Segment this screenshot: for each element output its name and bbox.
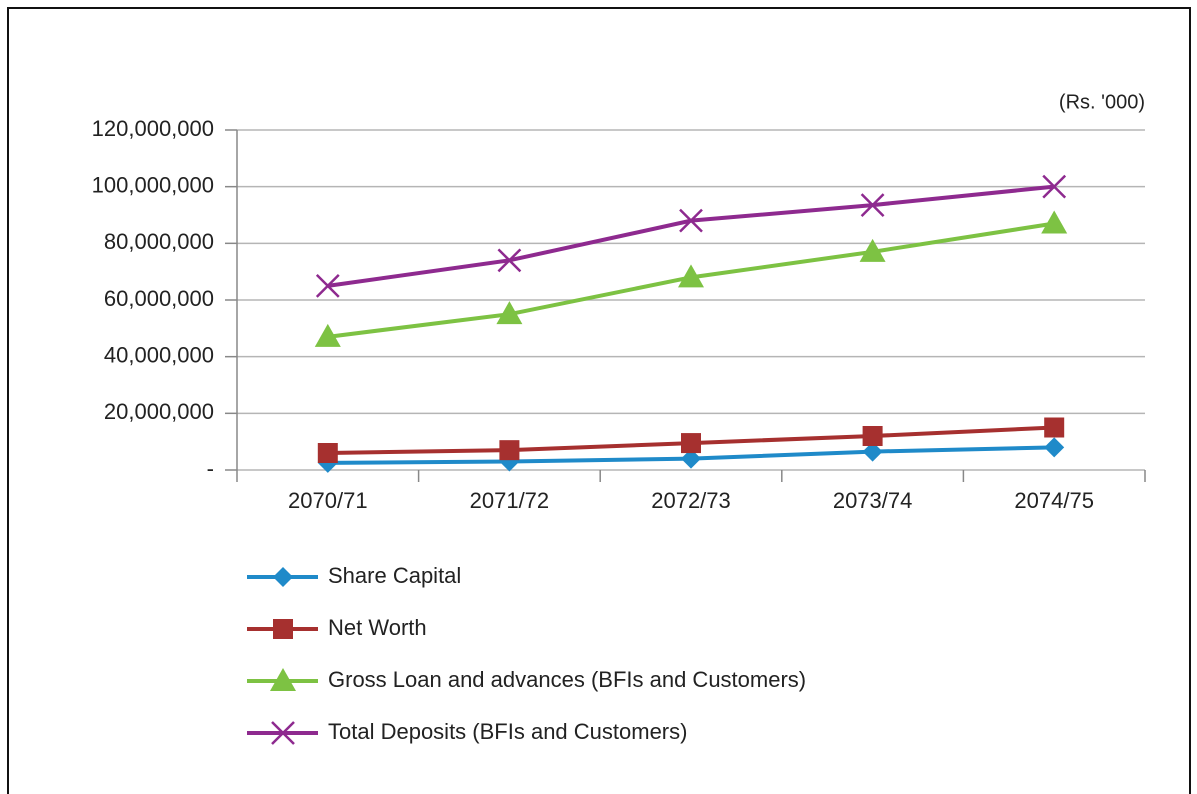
point	[496, 301, 523, 325]
point	[1041, 210, 1068, 234]
legend-label: Gross Loan and advances (BFIs and Custom…	[328, 667, 806, 692]
point	[497, 248, 522, 273]
point	[314, 323, 341, 347]
x-tick-label: 2073/74	[833, 488, 913, 513]
y-tick-label: 100,000,000	[92, 172, 214, 197]
point	[859, 238, 886, 262]
legend-label: Net Worth	[328, 615, 427, 640]
y-tick-label: 120,000,000	[92, 116, 214, 141]
x-tick-label: 2071/72	[470, 488, 550, 513]
point	[678, 264, 704, 288]
point	[315, 273, 340, 298]
legend-marker	[273, 567, 293, 587]
frame	[7, 7, 1191, 794]
x-tick-label: 2072/73	[651, 488, 731, 513]
point	[1044, 417, 1065, 438]
legend-marker	[271, 721, 295, 745]
y-tick-label: 60,000,000	[104, 286, 214, 311]
y-tick-label: 20,000,000	[104, 399, 214, 424]
y-tick-label: 80,000,000	[104, 229, 214, 254]
point	[499, 440, 520, 461]
point	[679, 208, 703, 233]
point	[860, 193, 885, 217]
x-tick-label: 2074/75	[1014, 488, 1094, 513]
point	[681, 433, 701, 454]
legend-label: Total Deposits (BFIs and Customers)	[328, 719, 687, 744]
point	[317, 443, 338, 463]
y-tick-label: 40,000,000	[104, 342, 214, 367]
point	[862, 441, 883, 462]
unit-label: (Rs. '000)	[1059, 91, 1145, 113]
legend-marker	[273, 619, 293, 639]
x-tick-label: 2070/71	[288, 488, 368, 513]
point	[681, 448, 701, 469]
y-tick-label: -	[207, 456, 214, 481]
point	[1042, 174, 1067, 199]
point	[862, 426, 883, 446]
legend-marker	[270, 668, 296, 691]
point	[1044, 437, 1065, 458]
legend-label: Share Capital	[328, 563, 461, 588]
